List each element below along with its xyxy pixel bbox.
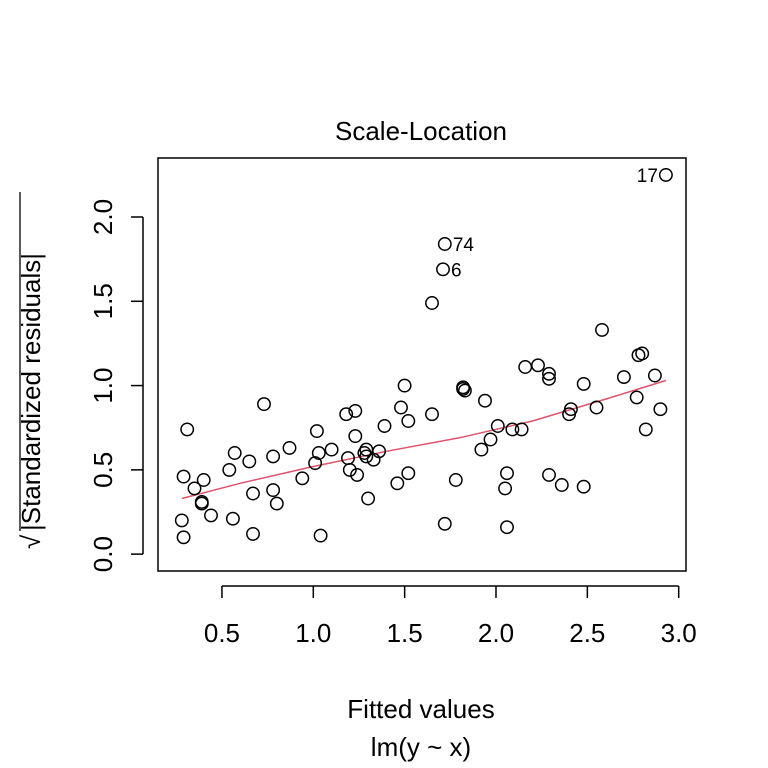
data-point <box>342 462 357 477</box>
data-point <box>576 376 591 391</box>
data-point <box>242 454 257 469</box>
data-point <box>308 456 323 471</box>
data-point <box>635 346 650 361</box>
data-point <box>498 481 513 496</box>
plot-frame <box>157 157 687 572</box>
data-point <box>478 393 492 408</box>
data-point <box>457 383 472 398</box>
data-point <box>437 516 452 531</box>
data-point <box>531 358 545 373</box>
data-point <box>394 400 408 415</box>
data-point <box>390 476 405 491</box>
data-point <box>542 467 556 482</box>
data-point <box>269 496 284 511</box>
x-tick-label: 0.5 <box>204 618 240 648</box>
data-point <box>397 378 412 393</box>
y-axis-label: √ |Standardized residuals| <box>16 192 46 549</box>
point-annotation-label: 74 <box>453 235 475 256</box>
data-point <box>500 466 514 481</box>
data-point <box>372 444 387 459</box>
y-tick-label: 1.0 <box>88 367 118 403</box>
data-point <box>187 481 202 496</box>
data-point <box>176 469 191 484</box>
x-axis: 0.5 1.0 1.5 2.0 2.5 3.0 <box>204 585 697 648</box>
data-points <box>174 167 673 545</box>
y-tick-label: 0.5 <box>88 452 118 488</box>
data-point <box>282 440 297 455</box>
point-annotation-label: 6 <box>451 260 462 281</box>
data-point <box>339 407 354 422</box>
data-point <box>554 478 569 492</box>
data-point <box>180 422 195 437</box>
data-point <box>295 471 310 486</box>
data-point <box>616 370 631 385</box>
data-point <box>204 508 218 523</box>
data-point <box>401 414 416 428</box>
x-tick-label: 3.0 <box>661 618 697 648</box>
y-axis-label-radical: √ <box>16 534 46 549</box>
data-point <box>563 402 578 417</box>
data-point <box>348 403 363 418</box>
y-axis-label-text: |Standardized residuals| <box>16 253 46 531</box>
data-point <box>448 473 463 487</box>
data-point <box>348 429 363 444</box>
x-tick-label: 1.5 <box>387 618 423 648</box>
data-point <box>311 446 326 460</box>
y-axis: 0.0 0.5 1.0 1.5 2.0 <box>88 199 144 572</box>
data-point <box>474 442 489 457</box>
data-point <box>490 419 505 433</box>
data-point <box>350 467 365 482</box>
data-point <box>174 513 189 528</box>
x-tick-label: 2.5 <box>569 618 605 648</box>
data-point <box>313 528 328 543</box>
data-point <box>542 371 556 386</box>
data-point <box>425 296 439 310</box>
data-point <box>647 368 662 383</box>
x-tick-label: 1.0 <box>295 618 331 648</box>
point-annotations: 17 74 6 <box>451 166 658 281</box>
data-point <box>589 400 604 415</box>
data-point <box>483 432 498 447</box>
y-tick-label: 1.5 <box>88 283 118 319</box>
data-point <box>377 419 392 433</box>
data-point <box>309 424 324 439</box>
data-point <box>194 496 209 511</box>
data-point <box>176 530 191 545</box>
x-tick-label: 2.0 <box>478 618 514 648</box>
data-point <box>227 446 242 460</box>
data-point <box>266 483 281 498</box>
data-point <box>514 422 529 437</box>
data-point <box>222 462 237 477</box>
data-point <box>246 486 260 501</box>
data-point <box>225 511 240 526</box>
point-annotation-label: 17 <box>637 166 658 187</box>
x-axis-label: Fitted values <box>347 694 494 724</box>
y-tick-label: 0.0 <box>88 536 118 572</box>
data-point <box>629 390 644 405</box>
data-point <box>653 402 668 417</box>
data-point <box>658 167 673 182</box>
data-point <box>505 422 520 437</box>
data-point <box>246 526 260 541</box>
data-point <box>401 466 416 481</box>
data-point <box>576 479 591 494</box>
data-point <box>266 449 281 464</box>
data-point <box>500 520 514 535</box>
data-point <box>595 322 609 337</box>
data-point <box>324 442 339 457</box>
model-subtitle: lm(y ~ x) <box>371 732 471 762</box>
data-point <box>638 422 653 437</box>
data-point <box>437 237 452 251</box>
data-point <box>436 262 450 277</box>
y-tick-label: 2.0 <box>88 199 118 235</box>
data-point <box>257 397 271 412</box>
data-point <box>425 407 439 422</box>
data-point <box>359 449 374 464</box>
chart-title: Scale-Location <box>335 116 507 146</box>
data-point <box>361 491 376 506</box>
data-point <box>196 473 211 487</box>
data-point <box>542 366 556 381</box>
